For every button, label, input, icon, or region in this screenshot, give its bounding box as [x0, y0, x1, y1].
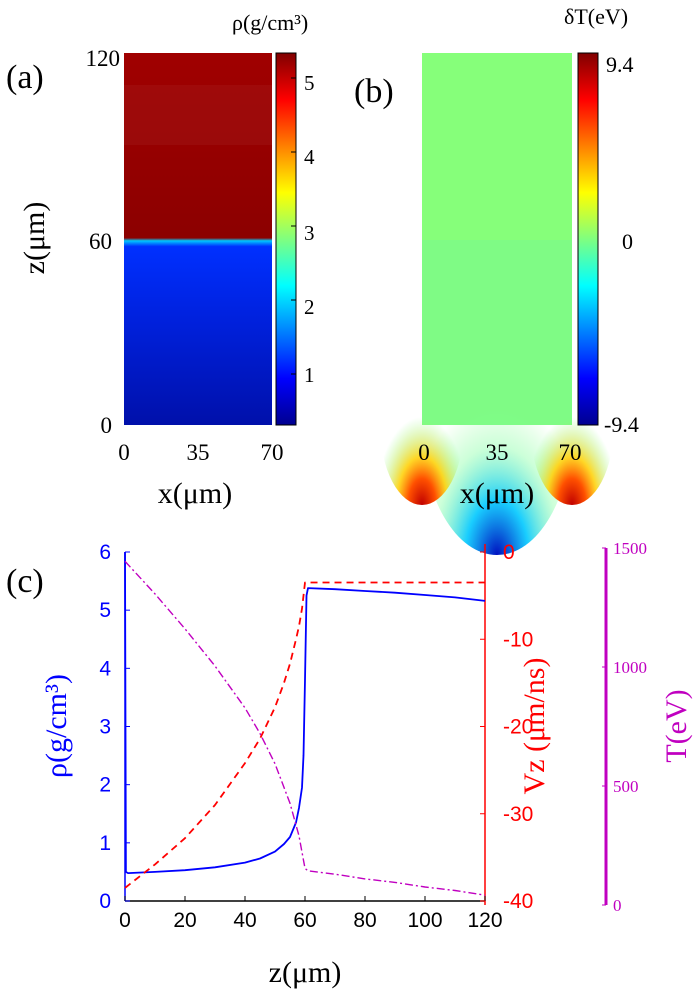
panel-a-band	[124, 85, 272, 145]
panel-c-left-tick-label: 6	[99, 541, 111, 564]
panel-b-cbtick-min: -9.4	[604, 412, 639, 437]
panel-b-xlabel: x(μm)	[460, 477, 534, 510]
panel-a-label: (a)	[6, 59, 44, 96]
panel-a-colorbar-title: ρ(g/cm³)	[232, 10, 308, 35]
panel-a-xtick-0: 0	[118, 440, 130, 465]
panel-b-colorbar-title: δT(eV)	[564, 4, 628, 29]
panel-c-xtick-label: 80	[353, 909, 376, 932]
panel-c-xtick-label: 120	[467, 909, 502, 932]
panel-c-density-line	[124, 551, 486, 874]
panel-c-xtick-label: 0	[119, 909, 131, 932]
panel-c-label: (c)	[6, 563, 44, 600]
panel-c-mid-tick-label: -20	[503, 716, 533, 739]
panel-a-colorbar-ticks: 1 2 3 4 5	[304, 71, 315, 387]
panel-c-left-tick-label: 5	[99, 599, 111, 622]
panel-c-xlabel: z(μm)	[269, 956, 342, 989]
panel-b-cbtick-zero: 0	[622, 229, 633, 254]
panel-a-cbtick-4: 4	[304, 145, 315, 169]
panel-c-right-tick-label: 0	[613, 896, 622, 915]
panel-a-ytick-60: 60	[89, 229, 112, 254]
panel-c-left-ylabel: ρ(g/cm³)	[40, 674, 73, 778]
panel-c-mid-ylabel: Vz (μm/ns)	[518, 658, 551, 795]
panel-c-temperature-line	[124, 560, 486, 896]
panel-a-ytick-0: 0	[101, 413, 113, 438]
panel-b-colorbar	[577, 52, 599, 426]
panel-c-mid-tick-label: -10	[503, 628, 533, 651]
panel-a-yticks: 0 60 120	[86, 46, 121, 438]
panel-a-ytick-120: 120	[86, 46, 121, 71]
panel-c-left-tick-label: 1	[99, 832, 111, 855]
panel-b-xticks: 0 35 70	[418, 440, 581, 465]
panel-a-xlabel: x(μm)	[158, 477, 232, 510]
panel-c-xtick-label: 20	[173, 909, 196, 932]
panel-c-mid-tick-label: -40	[503, 890, 533, 913]
panel-c-left-tick-label: 0	[99, 890, 111, 913]
panel-a-cbtick-2: 2	[304, 295, 315, 319]
panel-a-cbticks-marks	[291, 77, 296, 375]
panel-c-right-ylabel: T(eV)	[660, 689, 693, 762]
panel-c-left-tick-label: 3	[99, 716, 111, 739]
panel-a-cbtick-1: 1	[304, 363, 315, 387]
panel-c-xtick-label: 40	[233, 909, 256, 932]
panel-b-cbtick-max: 9.4	[606, 52, 634, 77]
panel-a-cbtick-3: 3	[304, 221, 315, 245]
panel-c-xtick-label: 60	[293, 909, 316, 932]
panel-c-velocity-line	[124, 581, 485, 889]
panel-c-left-tick-label: 4	[99, 657, 111, 680]
panel-a-colorbar	[275, 52, 297, 426]
panel-b-xtick-35: 35	[486, 440, 509, 465]
panel-a-xtick-35: 35	[187, 440, 210, 465]
panel-a-ylabel: z(μm)	[18, 202, 51, 275]
panel-b-label: (b)	[354, 73, 394, 110]
panel-b-temperature-map	[380, 53, 614, 555]
panel-b-xtick-0: 0	[418, 440, 430, 465]
panel-c-mid-tick-label: 0	[503, 541, 515, 564]
panel-c-mid-tick-label: -30	[503, 803, 533, 826]
panel-a-cbtick-5: 5	[304, 71, 315, 95]
panel-c-right-tick-label: 1000	[613, 658, 647, 677]
panel-a-xticks: 0 35 70	[118, 440, 283, 465]
panel-b-colorbar-ticks: -9.4 0 9.4	[604, 52, 639, 437]
panel-c-left-tick-label: 2	[99, 774, 111, 797]
panel-c-right-tick-label: 1500	[613, 539, 647, 558]
panel-b-xtick-70: 70	[559, 440, 582, 465]
panel-a-xtick-70: 70	[261, 440, 284, 465]
panel-a-density-map	[124, 53, 272, 425]
panel-c-xtick-label: 100	[407, 909, 442, 932]
panel-c-right-tick-label: 500	[613, 777, 639, 796]
